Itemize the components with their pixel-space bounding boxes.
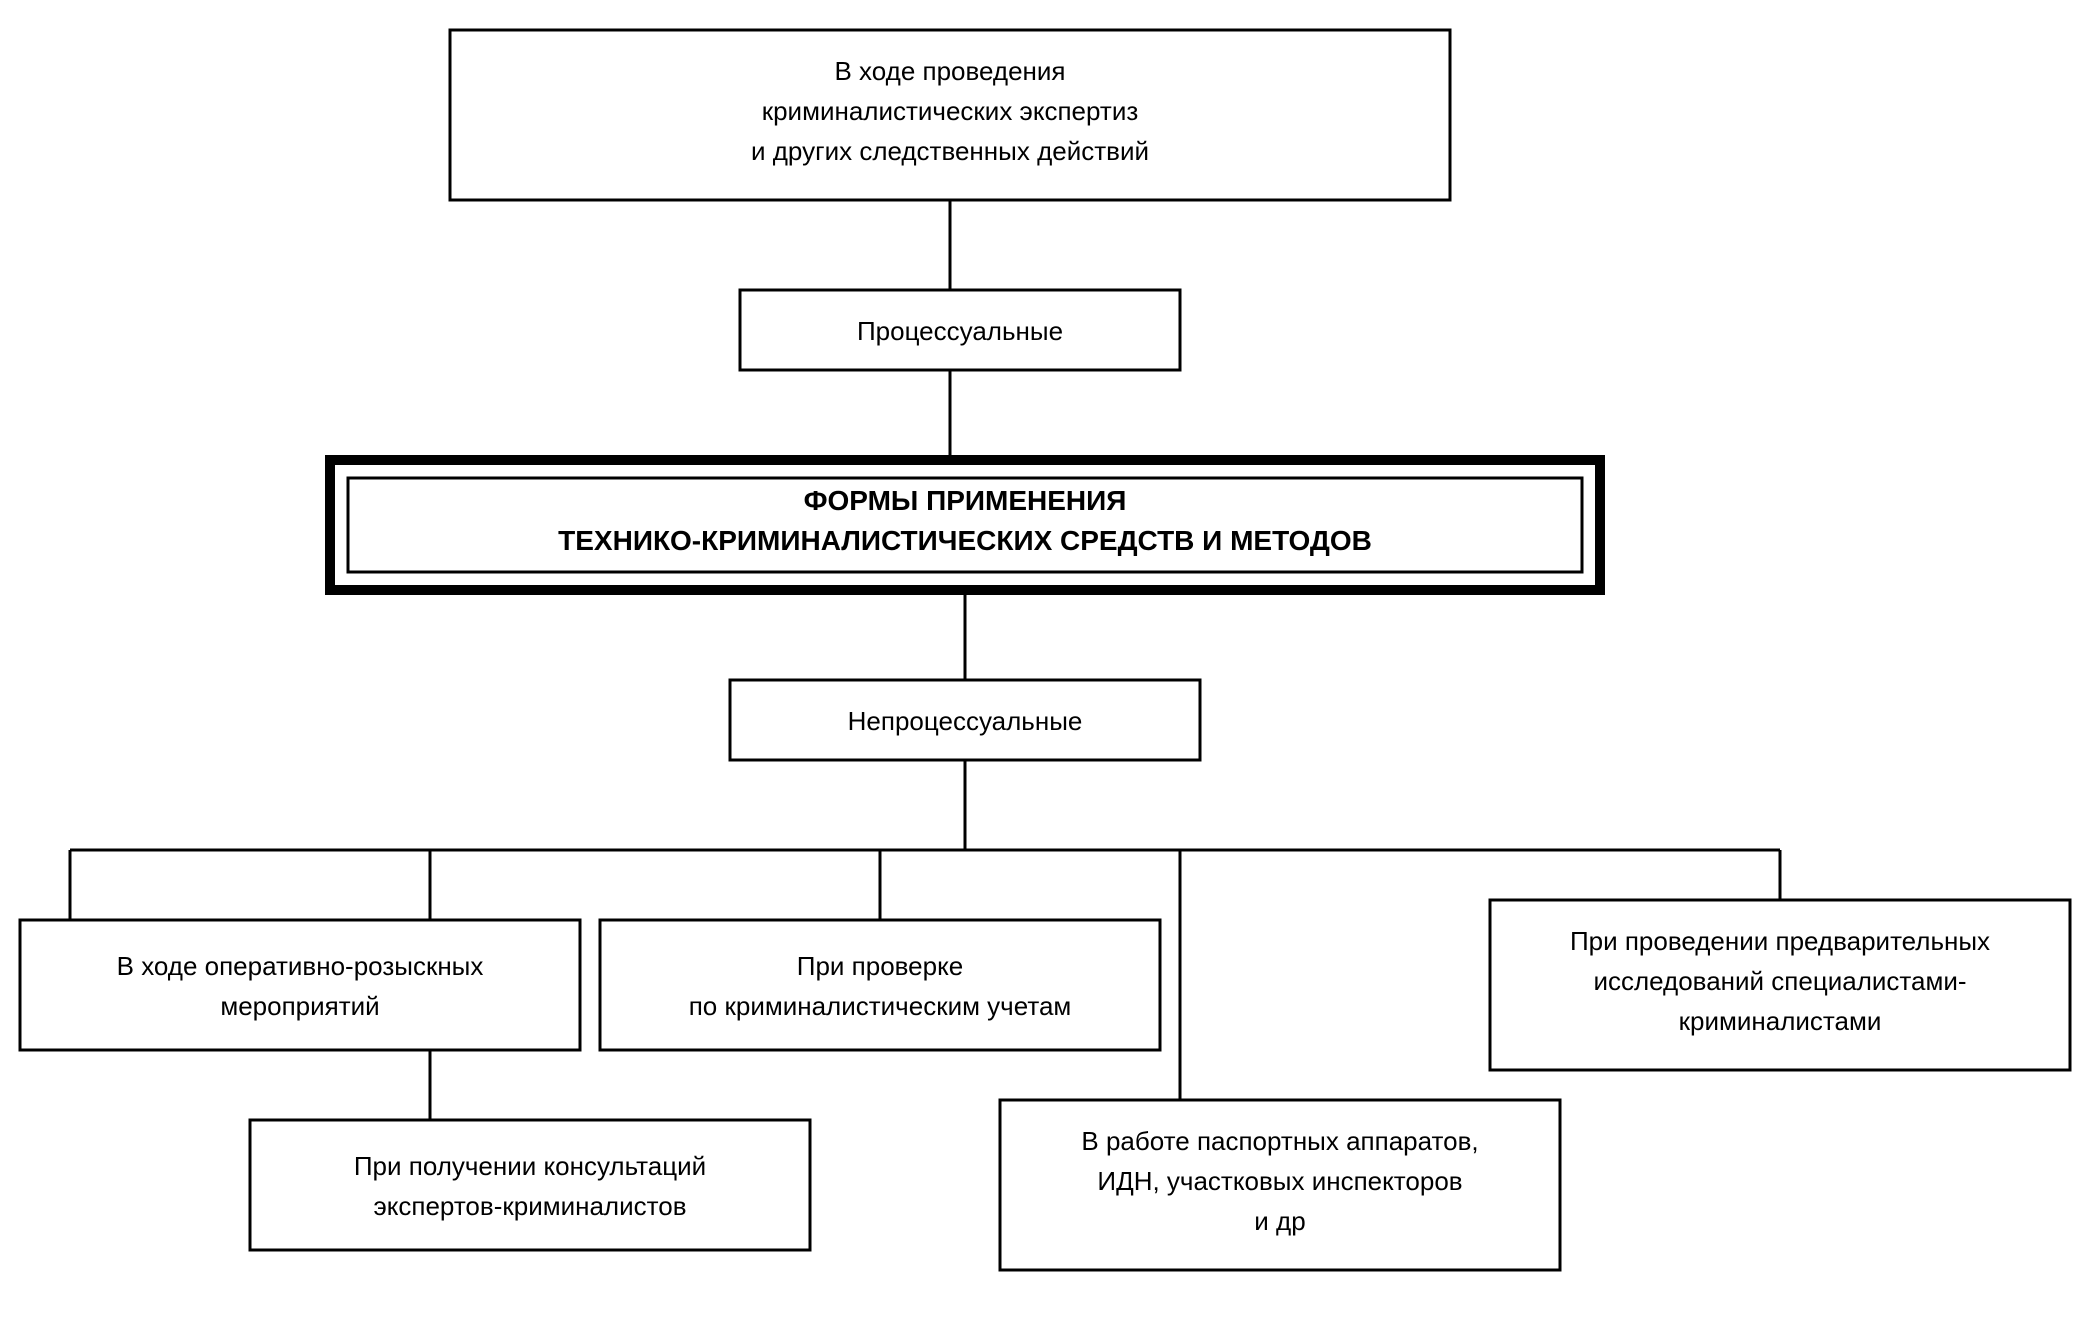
node-leaf5-line3: и др — [1254, 1206, 1305, 1236]
node-leaf1-line1: В ходе оперативно-розыскных — [117, 951, 484, 981]
node-leaf5-line2: ИДН, участковых инспекторов — [1097, 1166, 1462, 1196]
node-leaf1: В ходе оперативно-розыскных мероприятий — [20, 920, 580, 1050]
node-procedural-label: Процессуальные — [857, 316, 1063, 346]
node-leaf1-line2: мероприятий — [220, 991, 379, 1021]
node-central: ФОРМЫ ПРИМЕНЕНИЯ ТЕХНИКО-КРИМИНАЛИСТИЧЕС… — [330, 460, 1600, 590]
node-leaf3-line1: При проведении предварительных — [1570, 926, 1990, 956]
node-top-line2: криминалистических экспертиз — [762, 96, 1139, 126]
node-leaf5: В работе паспортных аппаратов, ИДН, учас… — [1000, 1100, 1560, 1270]
node-central-line2: ТЕХНИКО-КРИМИНАЛИСТИЧЕСКИХ СРЕДСТВ И МЕТ… — [558, 525, 1372, 556]
node-leaf3-line3: криминалистами — [1679, 1006, 1882, 1036]
node-nonprocedural: Непроцессуальные — [730, 680, 1200, 760]
node-leaf2: При проверке по криминалистическим учета… — [600, 920, 1160, 1050]
node-top-line1: В ходе проведения — [834, 56, 1065, 86]
node-leaf3-line2: исследований специалистами- — [1593, 966, 1966, 996]
node-leaf2-line2: по криминалистическим учетам — [689, 991, 1072, 1021]
node-nonprocedural-label: Непроцессуальные — [848, 706, 1083, 736]
node-procedural: Процессуальные — [740, 290, 1180, 370]
node-leaf4-line1: При получении консультаций — [354, 1151, 706, 1181]
node-top-line3: и других следственных действий — [751, 136, 1149, 166]
node-leaf5-line1: В работе паспортных аппаратов, — [1081, 1126, 1478, 1156]
node-leaf2-line1: При проверке — [797, 951, 963, 981]
node-leaf4-line2: экспертов-криминалистов — [373, 1191, 686, 1221]
node-leaf4: При получении консультаций экспертов-кри… — [250, 1120, 810, 1250]
flowchart-diagram: В ходе проведения криминалистических экс… — [0, 0, 2090, 1326]
node-leaf3: При проведении предварительных исследова… — [1490, 900, 2070, 1070]
node-central-line1: ФОРМЫ ПРИМЕНЕНИЯ — [804, 485, 1127, 516]
node-top: В ходе проведения криминалистических экс… — [450, 30, 1450, 200]
